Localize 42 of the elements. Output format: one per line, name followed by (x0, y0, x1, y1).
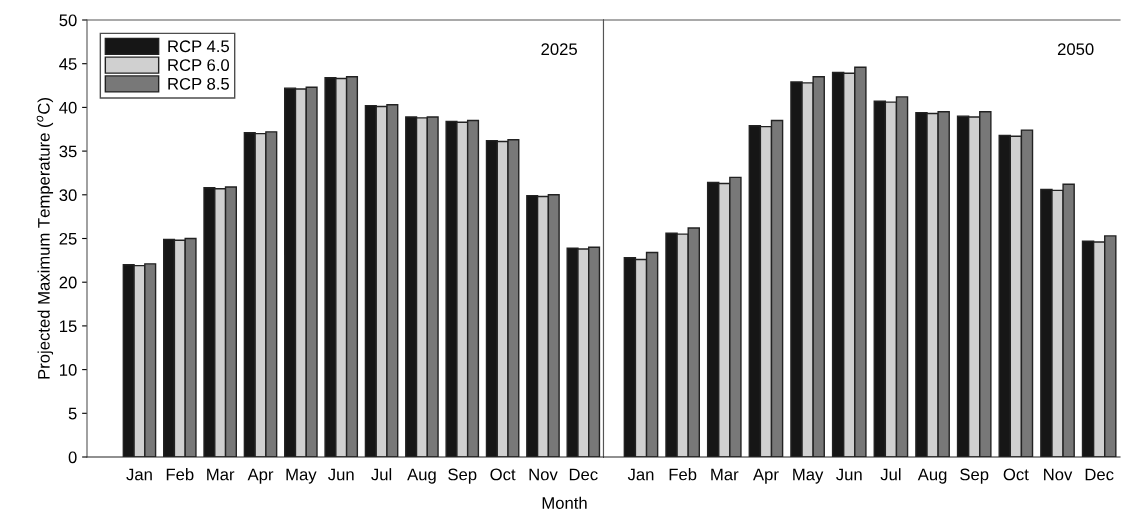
x-tick-label: Oct (1003, 468, 1029, 481)
y-tick-label: 30 (59, 189, 77, 201)
annotation: 2025 (541, 43, 577, 56)
x-tick-label: Apr (753, 468, 779, 484)
y-axis-title: Projected Maximum Temperature ($^{o}$C) (36, 98, 54, 379)
x-tick-label: Sep (448, 468, 477, 484)
x-tick-label: Sep (960, 468, 989, 484)
x-tick-label: Dec (569, 468, 598, 481)
x-tick-label: Jul (880, 468, 901, 481)
y-tick-label: 15 (60, 320, 77, 333)
legend-label: RCP 4.5 (168, 40, 229, 53)
x-axis-title: Month (542, 496, 587, 509)
x-tick-label: Nov (1044, 468, 1073, 481)
x-tick-label: Jul (371, 468, 392, 481)
y-tick-label: 5 (68, 407, 77, 420)
y-tick-label: 35 (59, 145, 77, 158)
y-tick-label: 25 (59, 232, 77, 245)
x-tick-label: May (286, 468, 317, 484)
annotation: 2050 (1057, 43, 1094, 56)
x-tick-label: Jan (126, 468, 152, 481)
x-tick-label: Aug (407, 468, 436, 484)
x-tick-label: Feb (669, 468, 697, 481)
legend-label: RCP 6.0 (168, 59, 230, 71)
x-tick-label: Apr (247, 468, 274, 484)
x-tick-label: Nov (529, 468, 558, 481)
legend-label: RCP 8.5 (168, 77, 229, 90)
x-tick-label: Aug (917, 468, 947, 484)
x-tick-label: May (793, 468, 824, 484)
y-tick-label: 50 (59, 14, 77, 27)
x-tick-label: Dec (1085, 468, 1114, 481)
y-tick-label: 0 (68, 451, 77, 464)
y-tick-label: 20 (59, 276, 77, 289)
x-tick-label: Jun (836, 468, 862, 481)
x-tick-label: Oct (490, 468, 516, 481)
x-tick-label: Feb (166, 468, 194, 481)
y-tick-label: 10 (60, 364, 77, 376)
x-tick-label: Mar (207, 468, 235, 481)
y-tick-label: 45 (59, 58, 77, 70)
y-tick-label: 40 (59, 101, 77, 114)
x-tick-label: Jun (328, 468, 354, 481)
x-tick-label: Mar (711, 468, 739, 481)
x-tick-label: Jan (627, 468, 654, 481)
